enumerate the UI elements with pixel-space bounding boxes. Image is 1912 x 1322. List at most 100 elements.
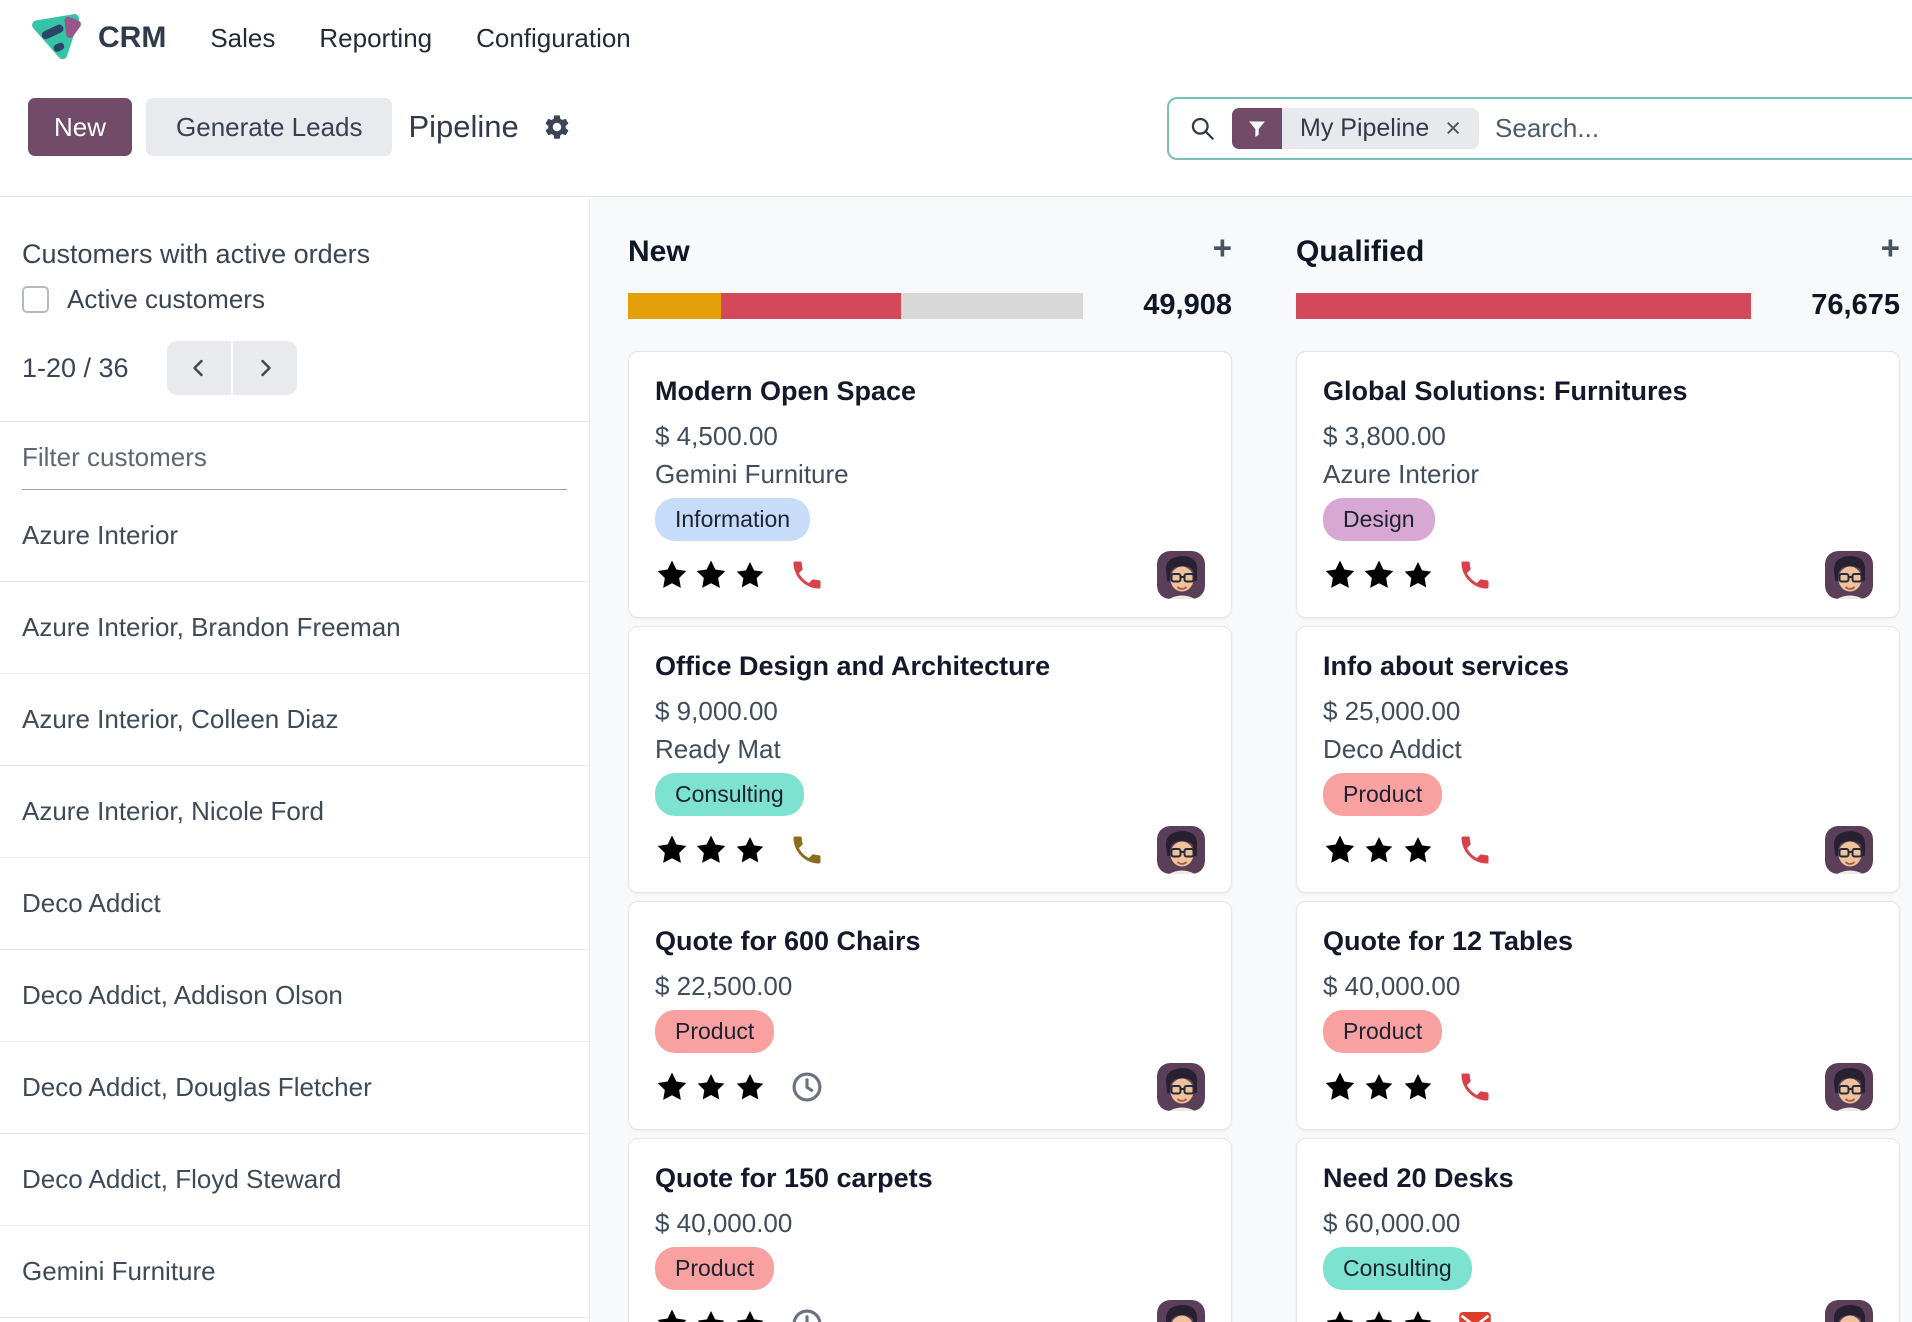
star-empty-icon[interactable] <box>733 1070 767 1104</box>
phone-activity-icon[interactable] <box>1457 1069 1493 1105</box>
salesperson-avatar[interactable] <box>1157 551 1205 599</box>
kanban-card[interactable]: Quote for 600 Chairs $ 22,500.00 Product <box>628 901 1232 1130</box>
app-title: CRM <box>98 21 167 54</box>
customer-list-item[interactable]: Deco Addict, Douglas Fletcher <box>0 1042 589 1134</box>
generate-leads-button[interactable]: Generate Leads <box>146 98 393 156</box>
sidebar-heading: Customers with active orders <box>22 239 371 269</box>
customer-list-item[interactable]: Deco Addict <box>0 858 589 950</box>
star-empty-icon[interactable] <box>733 833 767 867</box>
salesperson-avatar[interactable] <box>1825 826 1873 874</box>
star-filled-icon[interactable] <box>1323 558 1357 592</box>
star-empty-icon[interactable] <box>1362 1070 1396 1104</box>
card-tag: Information <box>655 498 811 541</box>
progress-segment[interactable] <box>900 292 1083 319</box>
priority-stars <box>655 833 767 867</box>
add-record-button[interactable]: + <box>1880 229 1900 266</box>
customer-name: Deco Addict <box>22 888 161 918</box>
gear-icon[interactable] <box>543 113 571 141</box>
salesperson-avatar[interactable] <box>1157 1300 1205 1322</box>
search-bar[interactable]: My Pipeline × <box>1167 97 1912 160</box>
star-filled-icon[interactable] <box>1323 833 1357 867</box>
control-bar: New Generate Leads Pipeline <box>0 98 1912 156</box>
customer-list-item[interactable]: Azure Interior, Nicole Ford <box>0 766 589 858</box>
customer-list-item[interactable]: Gemini Furniture <box>0 1226 589 1318</box>
pager-range: 1-20 / 36 <box>22 352 129 383</box>
pager-previous-button[interactable] <box>166 341 231 395</box>
star-empty-icon[interactable] <box>1401 1307 1435 1322</box>
star-filled-icon[interactable] <box>655 1070 689 1104</box>
star-empty-icon[interactable] <box>694 1070 728 1104</box>
chevron-right-icon <box>253 356 277 380</box>
salesperson-avatar[interactable] <box>1825 551 1873 599</box>
clock-activity-icon[interactable] <box>789 1069 825 1105</box>
customer-list-item[interactable]: Azure Interior <box>0 490 589 582</box>
customer-list-item[interactable]: Azure Interior, Brandon Freeman <box>0 582 589 674</box>
nav-item-sales[interactable]: Sales <box>210 22 276 53</box>
phone-activity-icon[interactable] <box>1457 832 1493 868</box>
star-filled-icon[interactable] <box>655 558 689 592</box>
customer-name: Gemini Furniture <box>22 1256 216 1286</box>
column-title: Qualified <box>1296 235 1425 268</box>
kanban-card[interactable]: Quote for 150 carpets $ 40,000.00 Produc… <box>628 1138 1232 1322</box>
customer-name: Deco Addict, Douglas Fletcher <box>22 1072 372 1102</box>
progress-segment[interactable] <box>628 292 722 319</box>
kanban-card[interactable]: Need 20 Desks $ 60,000.00 Consulting <box>1296 1138 1900 1322</box>
phone-activity-icon[interactable] <box>1457 557 1493 593</box>
star-empty-icon[interactable] <box>1401 558 1435 592</box>
star-filled-icon[interactable] <box>694 558 728 592</box>
customer-list-item[interactable]: Azure Interior, Colleen Diaz <box>0 674 589 766</box>
search-input[interactable] <box>1495 113 1912 144</box>
salesperson-avatar[interactable] <box>1157 826 1205 874</box>
kanban-card[interactable]: Modern Open Space $ 4,500.00 Gemini Furn… <box>628 351 1232 618</box>
facet-remove-icon[interactable]: × <box>1445 113 1462 143</box>
star-filled-icon[interactable] <box>1323 1070 1357 1104</box>
kanban-card[interactable]: Office Design and Architecture $ 9,000.0… <box>628 626 1232 893</box>
priority-stars <box>655 1307 767 1322</box>
star-empty-icon[interactable] <box>733 1307 767 1322</box>
progress-segment[interactable] <box>1296 292 1751 319</box>
nav-item-reporting[interactable]: Reporting <box>319 22 433 53</box>
customer-list-item[interactable]: Deco Addict, Addison Olson <box>0 950 589 1042</box>
salesperson-avatar[interactable] <box>1825 1300 1873 1322</box>
salesperson-avatar[interactable] <box>1825 1063 1873 1111</box>
column-total: 76,675 <box>1811 289 1900 321</box>
progress-segment[interactable] <box>721 292 901 319</box>
star-empty-icon[interactable] <box>1362 833 1396 867</box>
active-customers-label[interactable]: Active customers <box>67 284 265 314</box>
card-customer: Azure Interior <box>1323 459 1480 489</box>
salesperson-avatar[interactable] <box>1157 1063 1205 1111</box>
column-progress-bar[interactable] <box>628 292 1083 319</box>
filter-customers-input[interactable] <box>22 442 567 490</box>
column-progress-bar[interactable] <box>1296 292 1751 319</box>
star-empty-icon[interactable] <box>1401 833 1435 867</box>
mail-activity-icon[interactable] <box>1457 1306 1493 1322</box>
phone-activity-icon[interactable] <box>789 832 825 868</box>
star-empty-icon[interactable] <box>1323 1307 1357 1322</box>
star-filled-icon[interactable] <box>694 833 728 867</box>
kanban-card[interactable]: Global Solutions: Furnitures $ 3,800.00 … <box>1296 351 1900 618</box>
star-filled-icon[interactable] <box>1362 558 1396 592</box>
star-empty-icon[interactable] <box>1401 1070 1435 1104</box>
card-title: Need 20 Desks <box>1323 1163 1514 1193</box>
phone-activity-icon[interactable] <box>789 557 825 593</box>
clock-activity-icon[interactable] <box>789 1306 825 1322</box>
star-filled-icon[interactable] <box>655 833 689 867</box>
star-empty-icon[interactable] <box>694 1307 728 1322</box>
star-filled-icon[interactable] <box>655 1307 689 1322</box>
filter-facet[interactable]: My Pipeline × <box>1232 108 1480 149</box>
new-button[interactable]: New <box>28 98 133 156</box>
kanban-card[interactable]: Info about services $ 25,000.00 Deco Add… <box>1296 626 1900 893</box>
customer-list-item[interactable]: Deco Addict, Floyd Steward <box>0 1134 589 1226</box>
star-empty-icon[interactable] <box>1362 1307 1396 1322</box>
nav-item-configuration[interactable]: Configuration <box>476 22 631 53</box>
pager-next-button[interactable] <box>232 341 297 395</box>
card-customer: Deco Addict <box>1323 734 1462 764</box>
column-cards: Global Solutions: Furnitures $ 3,800.00 … <box>1296 351 1900 1322</box>
kanban-card[interactable]: Quote for 12 Tables $ 40,000.00 Product <box>1296 901 1900 1130</box>
crm-app-logo-icon[interactable] <box>28 14 86 62</box>
star-empty-icon[interactable] <box>733 558 767 592</box>
customer-name: Azure Interior <box>22 520 179 550</box>
card-amount: $ 3,800.00 <box>1323 421 1446 451</box>
active-customers-checkbox[interactable] <box>22 286 49 313</box>
add-record-button[interactable]: + <box>1212 229 1232 266</box>
